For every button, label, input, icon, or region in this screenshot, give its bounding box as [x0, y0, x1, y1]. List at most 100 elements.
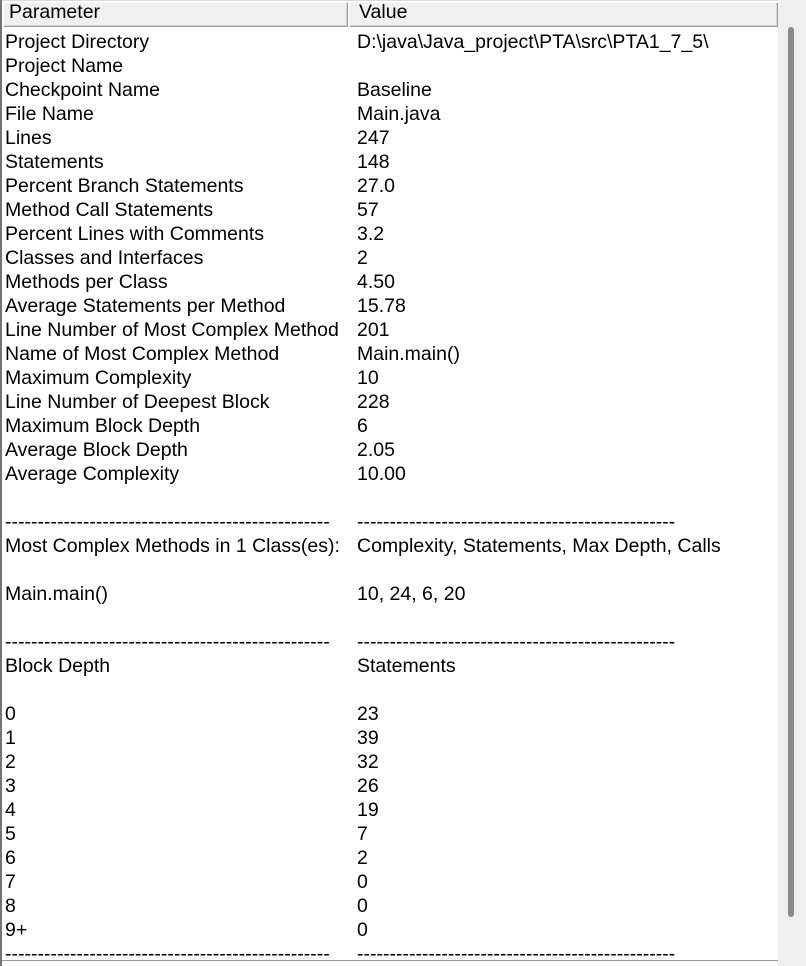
- table-row[interactable]: Most Complex Methods in 1 Class(es): Comp…: [2, 534, 778, 558]
- table-row[interactable]: 9+ 0: [2, 918, 778, 942]
- table-row[interactable]: Lines 247: [2, 126, 778, 150]
- panel-left-border: [0, 0, 2, 966]
- parameter-cell: Block Depth: [5, 655, 111, 677]
- value-cell: 15.78: [357, 295, 406, 317]
- parameter-cell: Line Number of Deepest Block: [5, 391, 270, 413]
- parameter-cell: Percent Lines with Comments: [5, 223, 265, 245]
- value-cell: [350, 606, 778, 630]
- table-row[interactable]: [2, 678, 778, 702]
- table-row[interactable]: Project Directory D:\java\Java_project\PT…: [2, 30, 778, 54]
- table-row[interactable]: Percent Lines with Comments 3.2: [2, 222, 778, 246]
- parameter-cell: 9+: [5, 919, 28, 941]
- value-cell: 0: [357, 871, 368, 893]
- table-row[interactable]: [2, 558, 778, 582]
- table-row[interactable]: Line Number of Deepest Block 228: [2, 390, 778, 414]
- parameter-cell: 3: [5, 775, 16, 797]
- table-row[interactable]: File Name Main.java: [2, 102, 778, 126]
- table-row[interactable]: Methods per Class 4.50: [2, 270, 778, 294]
- parameter-cell: Average Statements per Method: [5, 295, 286, 317]
- table-row[interactable]: 2 32: [2, 750, 778, 774]
- value-cell: 10, 24, 6, 20: [357, 583, 466, 605]
- parameter-cell: 1: [5, 727, 16, 749]
- value-cell: 3.2: [357, 223, 385, 245]
- value-cell: 39: [357, 727, 379, 749]
- parameter-cell: Main.main(): [5, 583, 108, 605]
- value-cell: 148: [357, 151, 390, 173]
- value-cell: Statements: [357, 655, 456, 677]
- table-row[interactable]: Percent Branch Statements 27.0: [2, 174, 778, 198]
- table-row[interactable]: ----------------------------------------…: [2, 630, 778, 654]
- scrollbar-thumb[interactable]: [788, 27, 794, 917]
- parameter-cell: 6: [5, 847, 16, 869]
- parameter-cell: ----------------------------------------…: [5, 511, 330, 533]
- table-row[interactable]: Checkpoint Name Baseline: [2, 78, 778, 102]
- parameter-cell: Line Number of Most Complex Method: [5, 319, 339, 341]
- parameter-cell: Methods per Class: [5, 271, 168, 293]
- value-cell: 57: [357, 199, 379, 221]
- panel-bottom-border: [2, 960, 780, 966]
- value-cell: Main.main(): [357, 343, 460, 365]
- table-row[interactable]: Maximum Complexity 10: [2, 366, 778, 390]
- value-cell: [350, 558, 778, 582]
- value-cell: [350, 54, 778, 78]
- table-row[interactable]: [2, 606, 778, 630]
- value-cell: 2: [357, 247, 368, 269]
- value-cell: 2.05: [357, 439, 395, 461]
- value-cell: 7: [357, 823, 368, 845]
- table-row[interactable]: 4 19: [2, 798, 778, 822]
- table-row[interactable]: Method Call Statements 57: [2, 198, 778, 222]
- table-row[interactable]: [2, 486, 778, 510]
- table-row[interactable]: 1 39: [2, 726, 778, 750]
- value-cell: 0: [357, 895, 368, 917]
- value-cell: 10.00: [357, 463, 406, 485]
- table-row[interactable]: Statements 148: [2, 150, 778, 174]
- parameter-cell: 8: [5, 895, 16, 917]
- table-row[interactable]: Average Block Depth 2.05: [2, 438, 778, 462]
- parameter-cell: Classes and Interfaces: [5, 247, 204, 269]
- value-cell: 10: [357, 367, 379, 389]
- parameter-cell: Project Name: [5, 55, 124, 77]
- table-row[interactable]: ----------------------------------------…: [2, 942, 778, 966]
- parameter-cell: 0: [5, 703, 16, 725]
- table-row[interactable]: Block Depth Statements: [2, 654, 778, 678]
- parameter-cell: Percent Branch Statements: [5, 175, 244, 197]
- table-row[interactable]: Average Complexity 10.00: [2, 462, 778, 486]
- column-header-parameter[interactable]: Parameter: [2, 1, 348, 27]
- vertical-scrollbar[interactable]: [778, 0, 806, 966]
- value-cell: Main.java: [357, 103, 441, 125]
- value-cell: ----------------------------------------…: [357, 943, 676, 965]
- value-cell: 2: [357, 847, 368, 869]
- table-row[interactable]: Average Statements per Method 15.78: [2, 294, 778, 318]
- table-row[interactable]: Maximum Block Depth 6: [2, 414, 778, 438]
- table-body: Project Directory D:\java\Java_project\PT…: [2, 27, 778, 966]
- table-row[interactable]: Classes and Interfaces 2: [2, 246, 778, 270]
- table-row[interactable]: ----------------------------------------…: [2, 510, 778, 534]
- metrics-table: Parameter Value Project Directory D:\java…: [2, 0, 780, 966]
- value-cell: [350, 486, 778, 510]
- table-row[interactable]: 0 23: [2, 702, 778, 726]
- table-row[interactable]: 3 26: [2, 774, 778, 798]
- parameter-cell: Most Complex Methods in 1 Class(es):: [5, 535, 340, 557]
- parameter-cell: Name of Most Complex Method: [5, 343, 280, 365]
- parameter-cell: Average Complexity: [5, 463, 180, 485]
- value-cell: 4.50: [357, 271, 395, 293]
- parameter-cell: [2, 606, 350, 630]
- value-cell: 201: [357, 319, 390, 341]
- table-row[interactable]: Name of Most Complex Method Main.main(): [2, 342, 778, 366]
- table-row[interactable]: Project Name: [2, 54, 778, 78]
- value-cell: 32: [357, 751, 379, 773]
- column-header-value[interactable]: Value: [348, 1, 778, 27]
- value-cell: ----------------------------------------…: [357, 631, 676, 653]
- parameter-cell: 5: [5, 823, 16, 845]
- parameter-cell: Average Block Depth: [5, 439, 188, 461]
- table-row[interactable]: Main.main() 10, 24, 6, 20: [2, 582, 778, 606]
- value-cell: 23: [357, 703, 379, 725]
- parameter-cell: Method Call Statements: [5, 199, 214, 221]
- table-row[interactable]: Line Number of Most Complex Method 201: [2, 318, 778, 342]
- parameter-cell: Maximum Complexity: [5, 367, 192, 389]
